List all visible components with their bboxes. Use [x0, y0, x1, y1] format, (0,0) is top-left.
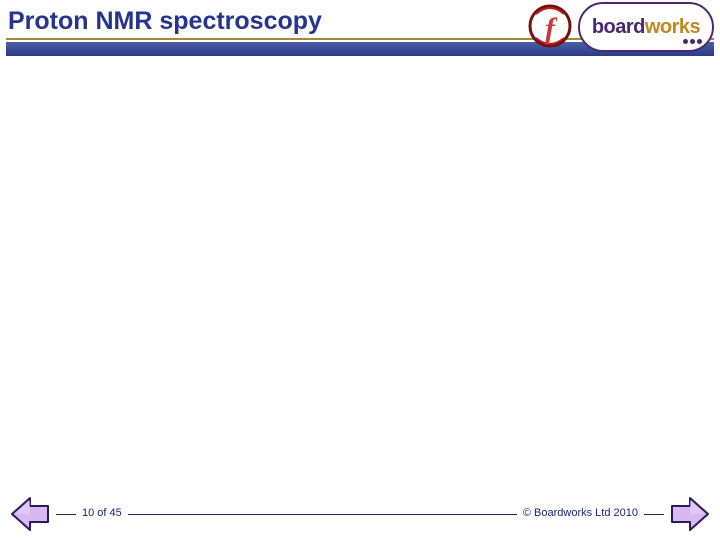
- logo-dots: [683, 39, 702, 44]
- footer: 10 of 45 © Boardworks Ltd 2010: [0, 494, 720, 540]
- logo-part2: works: [645, 16, 700, 39]
- header: Proton NMR spectroscopy f boardworks: [0, 0, 720, 58]
- next-button[interactable]: [668, 494, 712, 534]
- copyright: © Boardworks Ltd 2010: [517, 507, 644, 519]
- page-title: Proton NMR spectroscopy: [6, 7, 322, 36]
- boardworks-logo: boardworks: [578, 2, 714, 52]
- prev-button[interactable]: [8, 494, 52, 534]
- page-counter: 10 of 45: [76, 507, 128, 519]
- logo-part1: board: [592, 16, 645, 39]
- content-area: [0, 58, 720, 494]
- flash-icon: f: [528, 4, 572, 48]
